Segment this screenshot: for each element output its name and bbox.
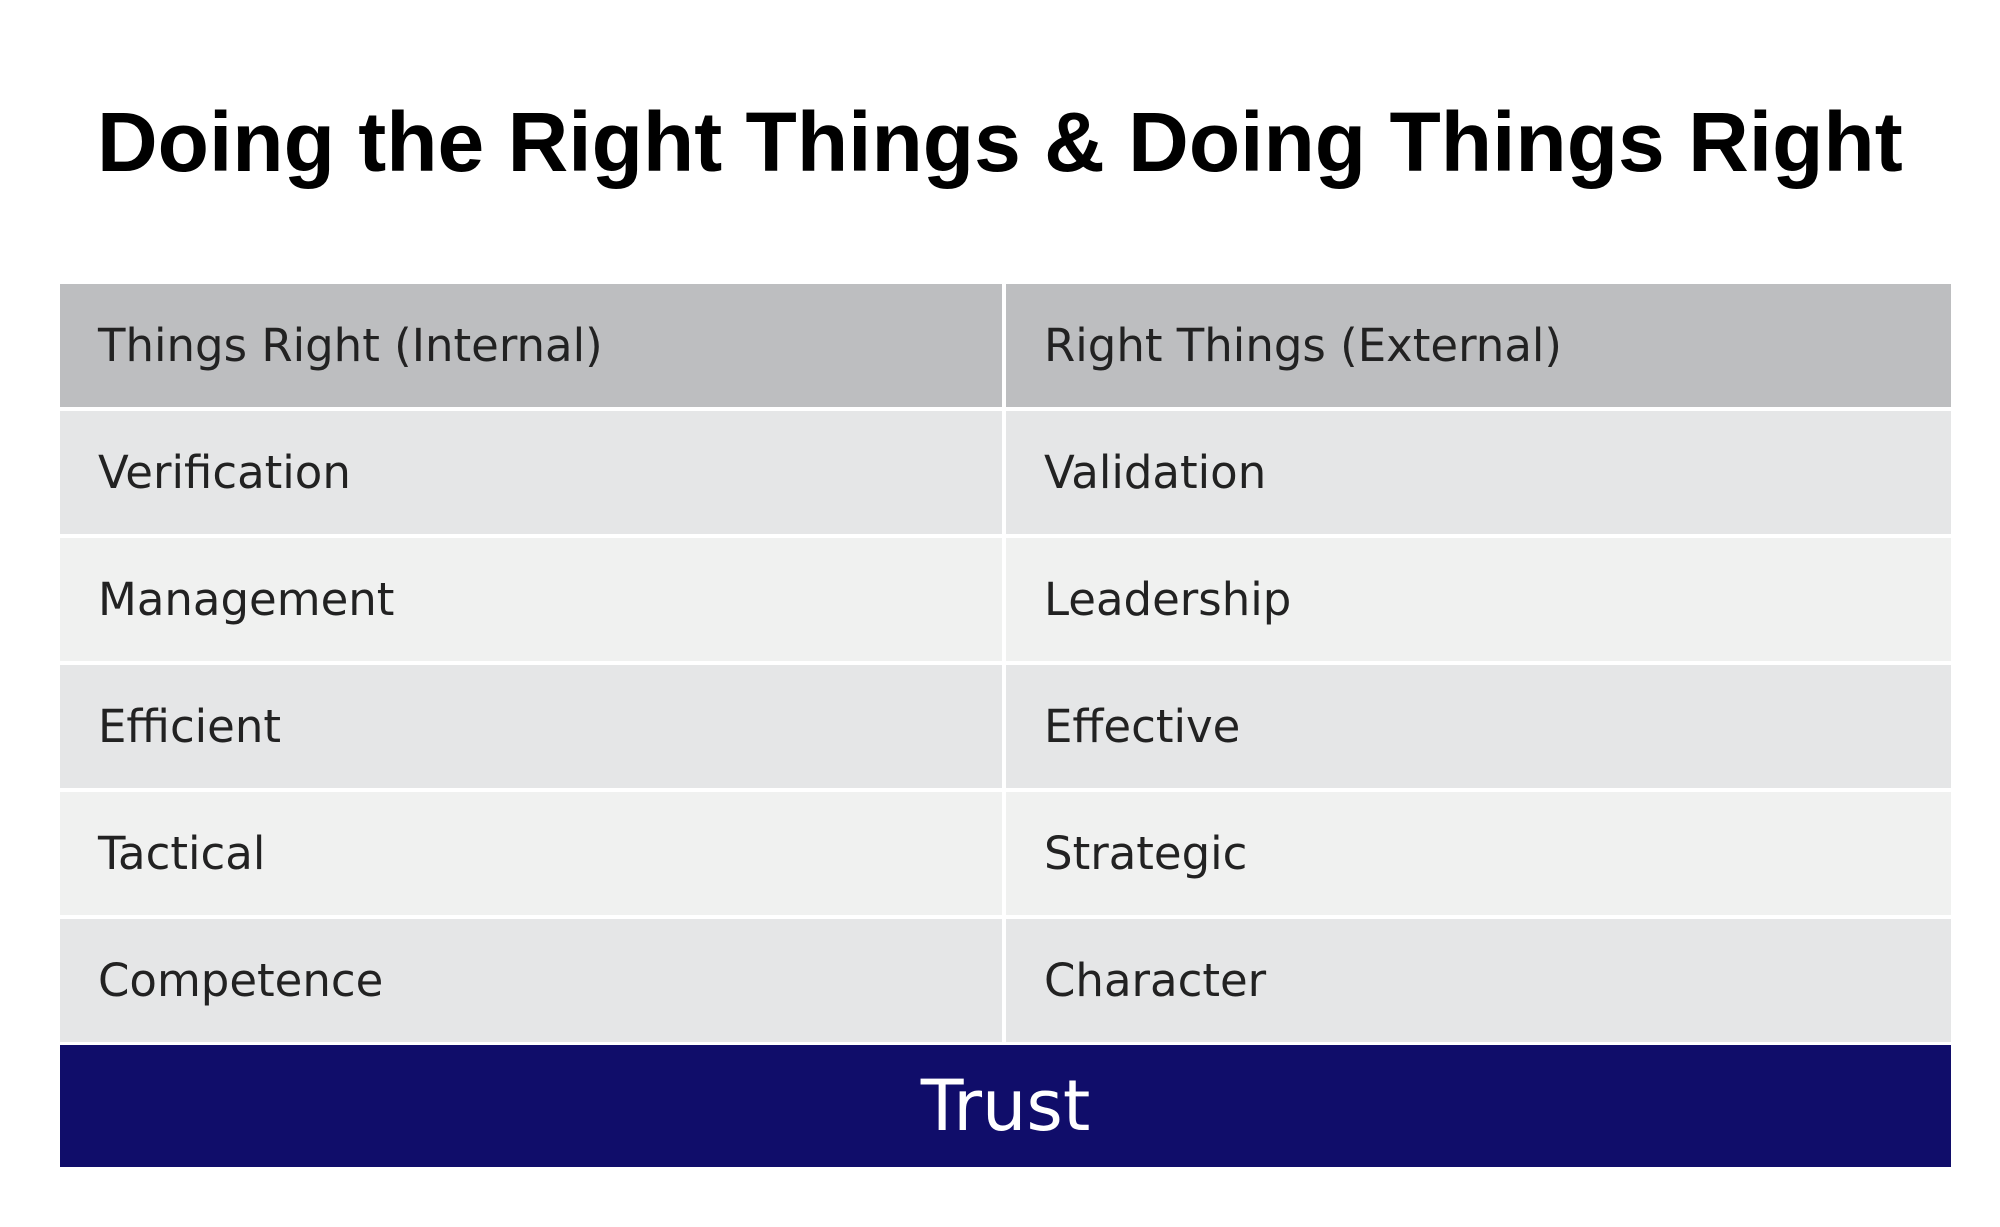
trust-label: Trust [920, 1065, 1091, 1147]
table-cell-internal: Verification [60, 411, 1002, 534]
table-row: Tactical Strategic [60, 792, 1951, 915]
table-header-row: Things Right (Internal) Right Things (Ex… [60, 284, 1951, 407]
table-cell-internal: Management [60, 538, 1002, 661]
table-cell-internal: Efficient [60, 665, 1002, 788]
table-cell-external: Strategic [1006, 792, 1951, 915]
table-cell-external: Validation [1006, 411, 1951, 534]
table-row: Competence Character [60, 919, 1951, 1042]
table-cell-internal: Tactical [60, 792, 1002, 915]
trust-banner: Trust [60, 1045, 1951, 1167]
table-cell-external: Character [1006, 919, 1951, 1042]
table-cell-internal: Competence [60, 919, 1002, 1042]
table-row: Efficient Effective [60, 665, 1951, 788]
page-title: Doing the Right Things & Doing Things Ri… [97, 95, 1903, 189]
column-header-right-things: Right Things (External) [1006, 284, 1951, 407]
table-cell-external: Leadership [1006, 538, 1951, 661]
table-row: Verification Validation [60, 411, 1951, 534]
table-row: Management Leadership [60, 538, 1951, 661]
comparison-table: Things Right (Internal) Right Things (Ex… [60, 284, 1951, 1046]
table-cell-external: Effective [1006, 665, 1951, 788]
column-header-things-right: Things Right (Internal) [60, 284, 1002, 407]
